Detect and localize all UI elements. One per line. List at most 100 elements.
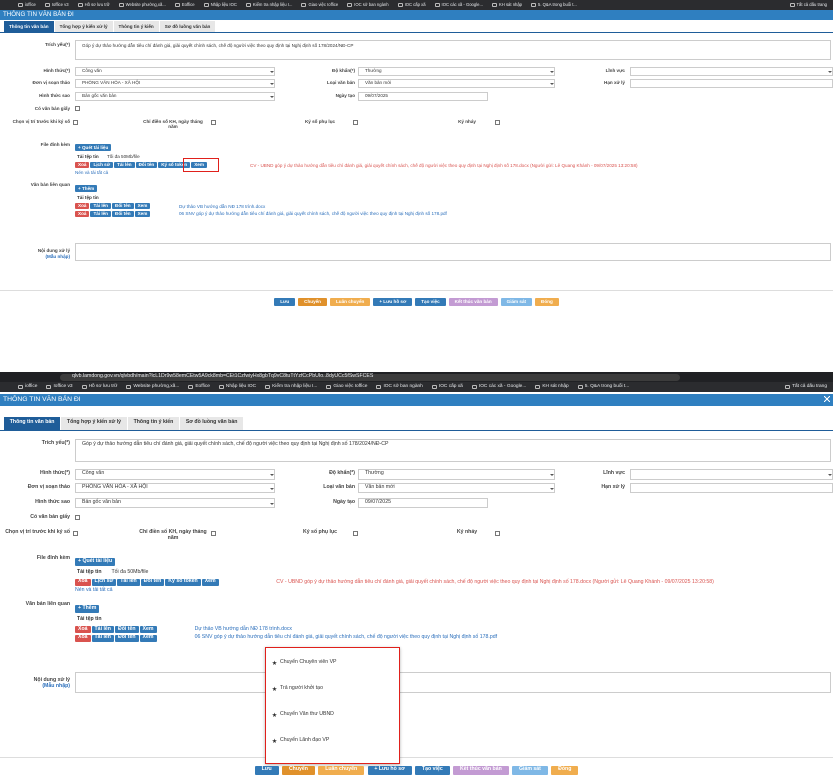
file-action[interactable]: Tải lên xyxy=(90,203,111,209)
footer-button[interactable]: + Lưu hồ sơ xyxy=(373,298,413,306)
footer-button[interactable]: Kết thúc văn bản xyxy=(448,298,498,306)
footer-button[interactable]: Chuyển xyxy=(298,298,327,306)
bookmark[interactable]: Website phường,xã... xyxy=(118,2,166,8)
footer-button[interactable]: Kết thúc văn bản xyxy=(453,766,509,775)
select[interactable]: PHÒNG VĂN HÓA - XÃ HỘI xyxy=(75,78,275,88)
dropdown-item[interactable]: Chuyển Lãnh đạo VP xyxy=(272,737,329,744)
select[interactable] xyxy=(630,469,833,480)
related-file[interactable]: 06 SNV góp ý dự thảo hướng dẫn tiêu chí … xyxy=(194,634,498,641)
tab[interactable]: Thông tin văn bản xyxy=(4,417,61,430)
tab[interactable]: Tổng hợp ý kiến xử lý xyxy=(61,417,127,430)
bookmark[interactable]: KH sát nhập xyxy=(491,2,522,8)
tab[interactable]: Thông tin ý kiến xyxy=(127,417,180,430)
footer-button[interactable]: Tạo việc xyxy=(415,298,446,306)
file-action[interactable]: Xem xyxy=(139,626,157,634)
related-file[interactable]: Dự thảo VB hướng dẫn NĐ 178 trình.docx xyxy=(194,625,293,632)
footer-button[interactable]: Luân chuyển xyxy=(330,298,371,306)
bookmark[interactable]: Ioffice v3 xyxy=(44,2,69,8)
tab[interactable]: Sơ đồ luồng văn bản xyxy=(180,417,244,430)
bookmark[interactable]: Tất cả dấu trang xyxy=(785,384,827,390)
bookmark[interactable]: IOC các xã - Google... xyxy=(471,384,526,390)
bookmark[interactable]: Giao việc Ioffice xyxy=(301,2,338,8)
select[interactable]: Bản gốc văn bản xyxy=(75,497,275,509)
bookmark[interactable]: IOC cấp xã xyxy=(397,2,426,8)
bookmark[interactable]: Kiểm tra nhập liệu I... xyxy=(265,384,317,390)
bookmark[interactable]: Hồ sơ lưu trữ xyxy=(81,384,117,390)
checkbox[interactable] xyxy=(73,120,78,125)
file-name[interactable]: CV - UBND góp ý dự thảo hướng dẫn tiêu c… xyxy=(276,578,714,585)
bookmark[interactable]: Giao việc Ioffice xyxy=(326,384,367,390)
file-action[interactable]: Đổi tên xyxy=(135,162,158,168)
file-action[interactable]: Xoá xyxy=(75,634,91,642)
file-name[interactable]: CV - UBND góp ý dự thảo hướng dẫn tiêu c… xyxy=(250,162,638,168)
checkbox[interactable] xyxy=(211,120,216,125)
file-action[interactable]: Xoá xyxy=(75,626,91,634)
file-action[interactable]: Xem xyxy=(191,162,207,168)
content-textarea[interactable] xyxy=(75,672,831,693)
bookmark[interactable]: ioffice xyxy=(18,384,37,390)
checkbox[interactable] xyxy=(211,530,217,536)
file-action[interactable]: Đổi tên xyxy=(114,626,139,634)
bookmark[interactable]: Eoffice xyxy=(174,2,195,8)
file-action[interactable]: Ký số token xyxy=(158,162,191,168)
content-hint[interactable]: (Mẫu nhập) xyxy=(42,683,70,690)
file-action[interactable]: Xoá xyxy=(75,210,90,217)
scan-button[interactable]: + Quét tài liệu xyxy=(75,144,112,151)
checkbox[interactable] xyxy=(73,530,79,536)
checkbox[interactable] xyxy=(495,120,500,125)
close-icon[interactable] xyxy=(824,396,830,402)
bookmark[interactable]: Ioffice v3 xyxy=(46,384,73,390)
file-action[interactable]: Xoá xyxy=(75,203,90,209)
upload-link[interactable]: Tải tệp tin xyxy=(77,195,99,200)
bookmark[interactable]: 5. Q&A trong buổi t... xyxy=(531,2,577,8)
file-action[interactable]: Đổi tên xyxy=(140,579,165,586)
checkbox[interactable] xyxy=(75,514,81,520)
dropdown-item[interactable]: Chuyển Chuyên viên VP xyxy=(272,659,337,666)
bookmark[interactable]: Hồ sơ lưu trữ xyxy=(77,2,110,8)
bookmark[interactable]: Kiểm tra nhập liệu I... xyxy=(245,2,292,8)
dropdown-item[interactable]: Chuyển Văn thư UBND xyxy=(272,711,334,718)
related-file[interactable]: Dự thảo VB hướng dẫn NĐ 178 trình.docx xyxy=(179,203,266,209)
file-action[interactable]: Đổi tên xyxy=(112,210,134,217)
file-action[interactable]: Đổi tên xyxy=(112,203,134,209)
footer-button[interactable]: Lưu xyxy=(254,766,279,775)
select[interactable]: Văn bản mới xyxy=(358,78,555,88)
text-input[interactable]: 09/07/2025 xyxy=(358,497,488,509)
bookmark[interactable]: Eoffice xyxy=(188,384,210,390)
footer-button[interactable]: + Lưu hồ sơ xyxy=(367,766,412,775)
bookmark[interactable]: KH sát nhập xyxy=(535,384,569,390)
bookmark[interactable]: IOC sở ban ngành xyxy=(376,384,423,390)
file-action[interactable]: Tải lên xyxy=(91,634,114,642)
checkbox[interactable] xyxy=(75,106,80,111)
file-action[interactable]: Tải lên xyxy=(90,210,111,217)
select[interactable]: Thường xyxy=(358,66,555,76)
footer-button[interactable]: Giám sát xyxy=(512,766,548,775)
footer-button[interactable]: Luân chuyển xyxy=(318,766,365,775)
file-action[interactable]: Đổi tên xyxy=(114,634,139,642)
select[interactable]: Công văn xyxy=(75,66,275,76)
checkbox[interactable] xyxy=(353,120,358,125)
footer-button[interactable]: Đóng xyxy=(551,766,579,775)
zip-link[interactable]: Nén và tải tất cả xyxy=(75,169,109,175)
file-action[interactable]: Tải lên xyxy=(114,162,135,168)
tab[interactable]: Thông tin văn bản xyxy=(4,21,54,32)
bookmark[interactable]: ioffice xyxy=(18,2,36,8)
add-button[interactable]: + Thêm xyxy=(75,185,98,192)
related-file[interactable]: 06 SNV góp ý dự thảo hướng dẫn tiêu chí … xyxy=(179,211,447,216)
bookmark[interactable]: Nhập liệu IOC xyxy=(218,384,256,390)
bookmark[interactable]: IOC cấp xã xyxy=(431,384,463,390)
file-action[interactable]: Xem xyxy=(201,579,219,586)
content-textarea[interactable] xyxy=(75,243,831,261)
dropdown-item[interactable]: Trả người khởi tạo xyxy=(272,685,323,692)
bookmark[interactable]: Nhập liệu IOC xyxy=(203,2,237,8)
content-hint[interactable]: (Mẫu nhập) xyxy=(45,253,71,259)
select[interactable]: Công văn xyxy=(75,469,275,480)
footer-button[interactable]: Tạo việc xyxy=(415,766,450,775)
upload-link[interactable]: Tải tệp tin xyxy=(77,568,102,575)
file-action[interactable]: Xem xyxy=(139,634,157,642)
file-action[interactable]: Lịch sử xyxy=(90,162,114,168)
checkbox[interactable] xyxy=(495,530,501,536)
file-action[interactable]: Tải lên xyxy=(117,579,140,586)
text-input[interactable]: 09/07/2025 xyxy=(358,91,488,101)
upload-link[interactable]: Tải tệp tin xyxy=(77,154,99,159)
